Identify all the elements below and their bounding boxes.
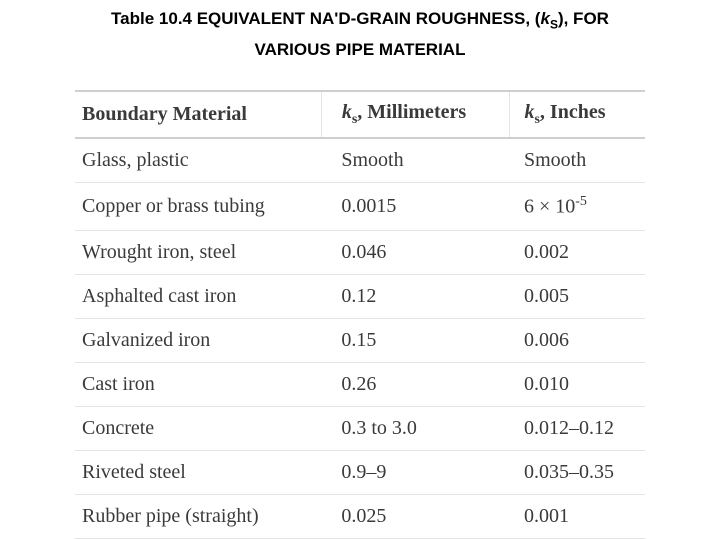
table-cell: 0.12 — [321, 274, 510, 319]
title-line: Table 10.4 EQUIVALENT NA'D-GRAIN ROUGHNE… — [0, 6, 720, 37]
cell-text: Galvanized iron — [82, 329, 211, 351]
table-row: Asphalted cast iron 0.12 0.005 — [75, 274, 645, 319]
header-symbol: k — [524, 101, 535, 123]
column-header: ks, Millimeters — [320, 90, 510, 139]
table-cell: 0.035–0.35 — [509, 450, 645, 495]
table-cell: Copper or brass tubing — [75, 182, 322, 231]
title-text: ), FOR — [557, 9, 609, 28]
table-cell: Riveted steel — [75, 450, 322, 495]
cell-text: 0.006 — [523, 329, 569, 351]
roughness-table: Boundary Material ks, Millimeters ks, Inch… — [75, 90, 645, 539]
table-cell: 0.0015 — [321, 182, 510, 231]
cell-text: 0.046 — [341, 241, 387, 263]
cell-text: 0.002 — [523, 241, 569, 263]
header-subscript: s — [534, 112, 540, 127]
table-row: Wrought iron, steel 0.046 0.002 — [75, 230, 645, 275]
cell-text: 6 × 10 — [523, 195, 576, 218]
cell-text: 0.12 — [341, 285, 377, 307]
table-cell: 0.025 — [321, 494, 510, 539]
table-cell: Concrete — [75, 406, 322, 451]
table-head: Boundary Material ks, Millimeters ks, Inch… — [75, 90, 645, 139]
table-cell: 0.001 — [509, 494, 645, 539]
header-text: , Inches — [539, 101, 606, 123]
title-text: Table 10.4 EQUIVALENT NA'D-GRAIN ROUGHNE… — [111, 9, 541, 28]
cell-text: 0.26 — [341, 373, 377, 395]
header-symbol: k — [341, 101, 352, 123]
cell-text: Concrete — [82, 417, 155, 439]
table-body: Glass, plastic Smooth Smooth Copper or bras… — [75, 137, 645, 539]
cell-text: 0.15 — [341, 329, 377, 351]
table-row: Cast iron 0.26 0.010 — [75, 362, 645, 407]
cell-text: 0.025 — [341, 505, 387, 527]
cell-text: Glass, plastic — [82, 149, 189, 171]
header-text: Boundary Material — [82, 103, 247, 125]
table-cell: 0.15 — [321, 318, 510, 363]
cell-text: 0.005 — [523, 285, 569, 307]
table-cell: Galvanized iron — [75, 318, 322, 363]
table-row: Galvanized iron 0.15 0.006 — [75, 318, 645, 363]
cell-text: Smooth — [523, 149, 587, 171]
cell-text: Smooth — [341, 149, 404, 171]
cell-text: Riveted steel — [82, 461, 186, 483]
table-cell: 0.26 — [321, 362, 510, 407]
column-header: Boundary Material — [75, 90, 322, 139]
table-row: Concrete 0.3 to 3.0 0.012–0.12 — [75, 406, 645, 451]
title-symbol: k — [540, 9, 550, 28]
cell-text: 0.3 to 3.0 — [341, 417, 417, 439]
table-cell: Smooth — [509, 137, 645, 183]
title: Table 10.4 EQUIVALENT NA'D-GRAIN ROUGHNE… — [0, 6, 720, 63]
table-cell: 0.3 to 3.0 — [321, 406, 510, 451]
cell-text: 0.0015 — [341, 195, 397, 217]
cell-text: 0.9–9 — [341, 461, 387, 483]
cell-text: Asphalted cast iron — [82, 285, 237, 307]
header-row: Boundary Material ks, Millimeters ks, Inch… — [75, 90, 645, 139]
cell-text: Wrought iron, steel — [82, 241, 237, 263]
cell-text: 0.035–0.35 — [523, 461, 614, 483]
title-line: VARIOUS PIPE MATERIAL — [254, 40, 466, 60]
table-cell: Wrought iron, steel — [75, 230, 322, 275]
cell-text: 0.001 — [523, 505, 569, 527]
cell-text: Cast iron — [82, 373, 155, 395]
table-cell: 0.006 — [509, 318, 645, 363]
table-cell: Cast iron — [75, 362, 322, 407]
header-text: , Millimeters — [357, 101, 467, 123]
table-cell: 0.005 — [509, 274, 645, 319]
header-subscript: s — [351, 112, 358, 127]
cell-superscript: -5 — [575, 194, 587, 210]
table-cell: 0.012–0.12 — [509, 406, 645, 451]
table-cell: Glass, plastic — [75, 137, 322, 183]
column-header: ks, Inches — [509, 90, 645, 139]
table-cell: 6 × 10-5 — [509, 182, 645, 231]
table-cell: 0.046 — [321, 230, 510, 275]
table-row: Glass, plastic Smooth Smooth — [75, 137, 645, 183]
table-cell: Smooth — [321, 137, 510, 183]
table-cell: 0.002 — [509, 230, 645, 275]
title-subscript: S — [549, 17, 558, 32]
cell-text: 0.012–0.12 — [523, 417, 614, 439]
table-row: Rubber pipe (straight) 0.025 0.001 — [75, 494, 645, 539]
table-row: Riveted steel 0.9–9 0.035–0.35 — [75, 450, 645, 495]
table-cell: 0.9–9 — [321, 450, 510, 495]
table-cell: Asphalted cast iron — [75, 274, 322, 319]
cell-text: 0.010 — [523, 373, 569, 395]
table-cell: Rubber pipe (straight) — [75, 494, 322, 539]
table-cell: 0.010 — [509, 362, 645, 407]
cell-text: Copper or brass tubing — [82, 195, 265, 217]
table-row: Copper or brass tubing 0.0015 6 × 10-5 — [75, 182, 645, 231]
cell-text: Rubber pipe (straight) — [82, 505, 259, 527]
